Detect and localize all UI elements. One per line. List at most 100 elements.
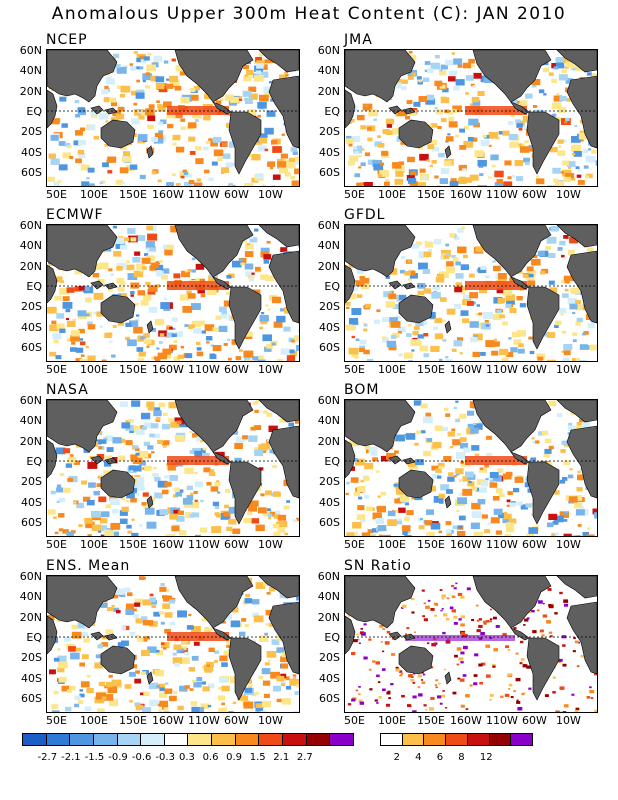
anomaly-cell	[180, 118, 186, 122]
anomaly-cell	[505, 471, 513, 477]
anomaly-cell	[191, 257, 196, 261]
anomaly-cell	[111, 679, 122, 687]
equatorial-warm-band	[465, 456, 527, 465]
anomaly-cell	[558, 658, 563, 662]
anomaly-cell	[471, 502, 481, 510]
anomaly-cell	[565, 61, 574, 68]
anomaly-cell	[125, 322, 132, 327]
anomaly-cell	[211, 161, 218, 166]
anomaly-cell	[346, 481, 350, 485]
anomaly-cell	[508, 337, 512, 340]
anomaly-cell	[356, 114, 365, 121]
anomaly-cell	[549, 635, 553, 638]
anomaly-cell	[135, 634, 141, 638]
anomaly-cell	[355, 689, 358, 692]
anomaly-cell	[97, 475, 102, 479]
anomaly-cell	[405, 433, 416, 440]
anomaly-cell	[134, 251, 141, 256]
anomaly-cell	[472, 100, 481, 106]
anomaly-cell	[263, 91, 272, 98]
anomaly-cell	[230, 96, 239, 103]
anomaly-cell	[408, 50, 413, 54]
anomaly-cell	[410, 170, 417, 176]
anomaly-cell	[195, 146, 202, 151]
anomaly-cell	[268, 425, 278, 433]
anomaly-cell	[397, 326, 406, 333]
colorbar-swatch	[424, 734, 447, 745]
anomaly-cell	[206, 482, 212, 486]
anomaly-cell	[491, 164, 496, 168]
anomaly-cell	[174, 662, 180, 667]
anomaly-cell	[221, 620, 226, 624]
anomaly-cell	[579, 418, 589, 426]
longitude-label: 160W	[152, 538, 184, 551]
anomaly-cell	[55, 447, 66, 455]
anomaly-cell	[505, 294, 515, 301]
anomaly-cell	[112, 66, 121, 73]
anomaly-cell	[576, 422, 582, 426]
anomaly-cell	[55, 355, 62, 360]
anomaly-cell	[239, 631, 246, 637]
latitude-label: 40S	[21, 145, 42, 159]
anomaly-cell	[351, 698, 356, 702]
anomaly-cell	[431, 146, 439, 152]
anomaly-cell	[576, 535, 581, 536]
anomaly-cell	[130, 294, 134, 297]
anomaly-cell	[105, 120, 109, 123]
anomaly-cell	[567, 161, 576, 167]
anomaly-cell	[211, 526, 222, 534]
anomaly-cell	[257, 145, 267, 152]
anomaly-cell	[52, 333, 62, 340]
anomaly-cell	[573, 637, 576, 640]
anomaly-cell	[460, 595, 465, 599]
anomaly-cell	[435, 276, 445, 283]
anomaly-cell	[446, 253, 450, 257]
anomaly-cell	[513, 627, 517, 630]
anomaly-cell	[424, 61, 431, 65]
anomaly-cell	[346, 532, 355, 536]
anomaly-cell	[177, 610, 187, 618]
anomaly-cell	[180, 345, 185, 349]
anomaly-cell	[422, 176, 427, 180]
anomaly-cell	[385, 275, 390, 279]
latitude-label: 60N	[19, 44, 42, 57]
anomaly-cell	[417, 182, 426, 186]
anomaly-cell	[463, 125, 469, 130]
anomaly-cell	[460, 651, 465, 655]
land-mass	[388, 455, 402, 465]
anomaly-cell	[355, 458, 365, 466]
anomaly-cell	[99, 181, 104, 185]
anomaly-cell	[476, 619, 480, 622]
anomaly-cell	[289, 349, 295, 354]
anomaly-cell	[158, 402, 166, 408]
anomaly-cell	[386, 452, 396, 460]
anomaly-cell	[239, 258, 243, 262]
equatorial-warm-band	[167, 632, 229, 641]
anomaly-cell	[122, 155, 132, 163]
land-mass	[566, 250, 597, 324]
anomaly-cell	[131, 118, 140, 125]
longitude-label: 100E	[378, 363, 406, 376]
anomaly-cell	[430, 62, 441, 70]
anomaly-cell	[68, 646, 76, 652]
anomaly-cell	[134, 445, 139, 449]
anomaly-cell	[361, 532, 371, 536]
anomaly-cell	[379, 624, 384, 628]
longitude-label: 150E	[119, 363, 147, 376]
anomaly-cell	[113, 607, 120, 612]
land-mass	[47, 576, 118, 629]
anomaly-cell	[168, 344, 177, 351]
anomaly-cell	[368, 447, 378, 454]
anomaly-cell	[577, 180, 585, 185]
anomaly-cell	[135, 92, 145, 99]
anomaly-cell	[155, 417, 161, 421]
anomaly-cell	[182, 169, 187, 173]
anomaly-cell	[560, 171, 564, 174]
anomaly-cell	[365, 534, 375, 536]
latitude-label: 20S	[319, 651, 340, 665]
anomaly-cell	[120, 93, 125, 98]
anomaly-cell	[457, 177, 467, 184]
anomaly-cell	[255, 70, 262, 75]
anomaly-cell	[493, 508, 503, 515]
anomaly-cell	[382, 337, 389, 343]
